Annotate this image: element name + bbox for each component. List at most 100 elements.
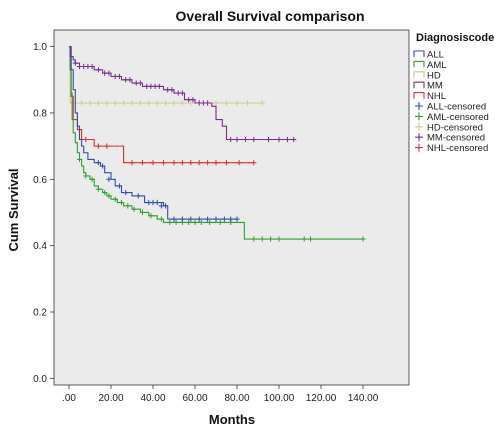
censored-mark-mm: [190, 97, 196, 103]
censored-mark-aml: [139, 209, 146, 216]
censored-mark-nhl: [196, 160, 202, 166]
x-axis-label: Months: [209, 412, 255, 427]
censored-mark-nhl: [150, 160, 156, 166]
censored-mark-nhl: [129, 160, 135, 166]
legend-swatch: [413, 60, 425, 68]
censored-mark-hd: [234, 100, 240, 106]
censored-mark-mm: [95, 67, 101, 73]
censored-mark-hd: [163, 100, 169, 106]
censored-mark-nhl: [139, 160, 146, 166]
censored-mark-nhl: [104, 143, 110, 149]
legend-swatch: [413, 81, 425, 89]
censored-mark-mm: [284, 136, 290, 143]
censored-mark-all: [221, 216, 227, 222]
legend-item: NHL-censored: [415, 143, 488, 154]
censored-mark-aml: [251, 236, 257, 242]
legend-title: Diagnosiscode: [416, 32, 494, 44]
censored-mark-nhl: [83, 136, 89, 143]
y-tick-label: 0.4: [33, 241, 47, 252]
legend-item: MM: [413, 81, 443, 92]
legend-item: AML-censored: [415, 112, 489, 123]
legend-label: MM: [427, 81, 443, 92]
censored-mark-aml: [307, 236, 314, 242]
censored-mark-nhl: [160, 160, 167, 166]
censored-mark-all: [188, 216, 194, 222]
legend-item: ALL-censored: [415, 102, 486, 113]
censored-mark-all: [163, 203, 169, 209]
censored-mark-all: [100, 163, 106, 169]
censored-mark-aml: [76, 156, 83, 162]
censored-mark-nhl: [171, 160, 177, 166]
censored-mark-all: [196, 216, 202, 222]
censored-mark-mm: [106, 70, 112, 76]
legend-label: ALL: [427, 50, 444, 61]
censored-mark-hd: [213, 100, 219, 106]
censored-mark-hd: [244, 100, 251, 106]
censored-mark-aml: [186, 219, 192, 226]
legend-swatch: [415, 133, 423, 142]
censored-mark-all: [106, 176, 112, 182]
censored-mark-nhl: [251, 160, 257, 166]
censored-mark-aml: [192, 219, 198, 226]
legend-swatch: [415, 102, 423, 110]
legend-label: NHL-censored: [427, 143, 488, 154]
legend-item: AML: [413, 60, 447, 71]
censored-mark-all: [179, 216, 185, 222]
censored-mark-hd: [146, 100, 152, 106]
censored-mark-aml: [259, 236, 265, 242]
censored-mark-hd: [259, 100, 265, 106]
y-axis-label: Cum Survival: [6, 168, 21, 251]
censored-mark-aml: [167, 219, 173, 226]
y-axis: 0.0 0.2 0.4 0.6 0.8 1.0: [33, 42, 54, 385]
censored-mark-all: [123, 189, 129, 196]
legend-label: MM-censored: [427, 133, 485, 144]
censored-mark-hd: [104, 100, 110, 106]
censored-mark-aml: [276, 236, 282, 242]
x-axis: .00 20.00 40.00 60.00 80.00 100.00 120.00 140.0…: [62, 385, 379, 404]
censored-mark-all: [171, 216, 177, 222]
legend-label: AML-censored: [427, 112, 489, 123]
y-tick-label: 0.8: [33, 108, 47, 119]
censored-mark-all: [205, 216, 211, 222]
censored-mark-hd: [79, 100, 85, 106]
censored-mark-hd: [171, 100, 177, 106]
plot-area: [53, 29, 410, 386]
legend-item: MM-censored: [415, 133, 485, 144]
censored-mark-aml: [360, 236, 366, 242]
legend-label: AML: [427, 60, 447, 71]
censored-mark-aml: [217, 219, 223, 226]
censored-mark-aml: [112, 196, 118, 202]
censored-mark-aml: [268, 236, 274, 242]
x-tick-label: 140.00: [348, 393, 379, 404]
legend-swatch: [415, 122, 423, 131]
legend-swatch: [415, 143, 423, 152]
y-tick-label: 0.2: [33, 308, 47, 319]
chart-title: Overall Survival comparison: [175, 8, 364, 24]
censored-mark-mm: [179, 90, 185, 96]
censored-mark-all: [116, 183, 122, 189]
censored-mark-mm: [156, 83, 162, 90]
censored-mark-mm: [265, 136, 272, 143]
censored-mark-aml: [106, 193, 112, 199]
censored-mark-mm: [89, 63, 95, 70]
legend-item: HD-censored: [415, 122, 483, 133]
censored-mark-mm: [228, 136, 234, 143]
censored-mark-aml: [125, 203, 131, 209]
censored-mark-aml: [83, 173, 89, 179]
legend-item: ALL: [413, 50, 444, 61]
x-tick-label: 120.00: [306, 393, 337, 404]
censored-mark-mm: [137, 80, 143, 86]
censored-mark-aml: [148, 213, 154, 219]
censored-mark-nhl: [223, 160, 230, 166]
censored-mark-nhl: [213, 160, 219, 166]
censored-mark-hd: [154, 100, 160, 106]
legend-item: HD: [413, 70, 441, 81]
legend-swatch: [413, 50, 425, 57]
censored-mark-aml: [118, 199, 125, 206]
censored-mark-hd: [95, 100, 101, 106]
censored-mark-nhl: [95, 143, 101, 149]
legend-swatch: [413, 71, 425, 78]
censored-mark-nhl: [236, 160, 242, 166]
censored-mark-mm: [72, 60, 78, 66]
x-tick-label: 20.00: [98, 393, 123, 404]
